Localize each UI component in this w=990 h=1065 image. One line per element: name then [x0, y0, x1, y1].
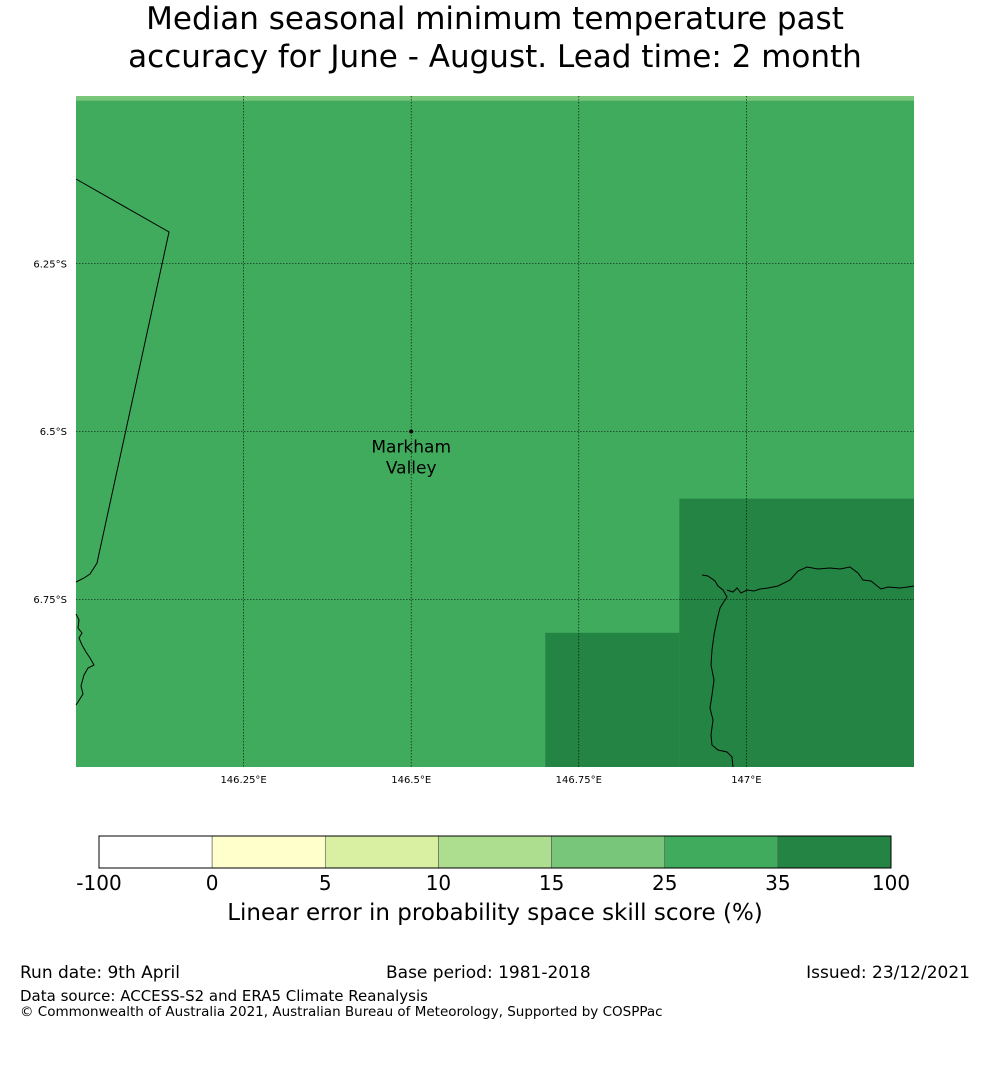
colorbar-swatch — [438, 835, 552, 869]
colorbar-tick-label: 100 — [872, 871, 910, 895]
place-marker-markham-valley: Markham Valley — [371, 429, 451, 479]
run-date: Run date: 9th April — [20, 963, 180, 983]
latitude-labels: 6.25°S 6.5°S 6.75°S — [33, 259, 67, 606]
colorbar-tick-label: 35 — [765, 871, 790, 895]
graticule — [76, 96, 914, 767]
colorbar-swatch — [98, 835, 213, 869]
data-source: Data source: ACCESS-S2 and ERA5 Climate … — [20, 987, 428, 1005]
colorbar-tick-label: -100 — [76, 871, 121, 895]
place-label-line-1: Markham — [371, 438, 451, 458]
colorbar-frame — [98, 835, 892, 869]
colorbar-tick-label: 5 — [319, 871, 332, 895]
longitude-label: 146.75°E — [556, 775, 602, 786]
colorbar-label: Linear error in probability space skill … — [227, 900, 763, 926]
coastline-east — [726, 566, 915, 594]
place-dot — [409, 429, 414, 434]
latitude-label: 6.25°S — [33, 259, 67, 270]
skill-score-map: 6.25°S 6.5°S 6.75°S 146.25°E 146.5°E 146.75°… — [33, 96, 915, 786]
colorbar: -100 0 5 10 15 25 35 100 — [76, 835, 910, 895]
copyright: © Commonwealth of Australia 2021, Austra… — [20, 1004, 663, 1020]
skill-cell-1 — [679, 498, 914, 767]
colorbar-tick-label: 10 — [426, 871, 451, 895]
colorbar-swatch — [664, 835, 779, 869]
colorbar-tick-label: 0 — [206, 871, 219, 895]
skill-cell-3 — [76, 96, 914, 101]
coastlines — [75, 178, 915, 768]
issued-date: Issued: 23/12/2021 — [806, 963, 970, 983]
map-title-line-1: Median seasonal minimum temperature past — [146, 1, 844, 37]
colorbar-swatch — [324, 835, 439, 869]
longitude-label: 146.25°E — [220, 775, 266, 786]
skill-score-fill — [76, 96, 914, 767]
latitude-label: 6.5°S — [40, 427, 67, 438]
colorbar-swatch — [551, 835, 666, 869]
longitude-labels: 146.25°E 146.5°E 146.75°E 147°E — [220, 775, 761, 786]
latitude-label: 6.75°S — [33, 595, 67, 606]
skill-cell-2 — [545, 632, 680, 767]
longitude-label: 147°E — [731, 775, 761, 786]
coastline-huon-gulf — [701, 574, 734, 768]
colorbar-swatch — [777, 835, 892, 869]
map-title-line-2: accuracy for June - August. Lead time: 2… — [128, 39, 862, 75]
colorbar-tick-labels: -100 0 5 10 15 25 35 100 — [76, 871, 910, 895]
map-title: Median seasonal minimum temperature past… — [0, 0, 990, 76]
place-label-line-2: Valley — [386, 459, 437, 479]
colorbar-swatch — [211, 835, 326, 869]
base-period: Base period: 1981-2018 — [386, 963, 591, 983]
colorbar-tick-label: 25 — [652, 871, 677, 895]
border-line-west — [75, 178, 170, 583]
colorbar-swatches — [98, 835, 892, 869]
longitude-label: 146.5°E — [391, 775, 431, 786]
colorbar-tick-label: 15 — [539, 871, 564, 895]
coastline-southwest — [75, 613, 95, 706]
